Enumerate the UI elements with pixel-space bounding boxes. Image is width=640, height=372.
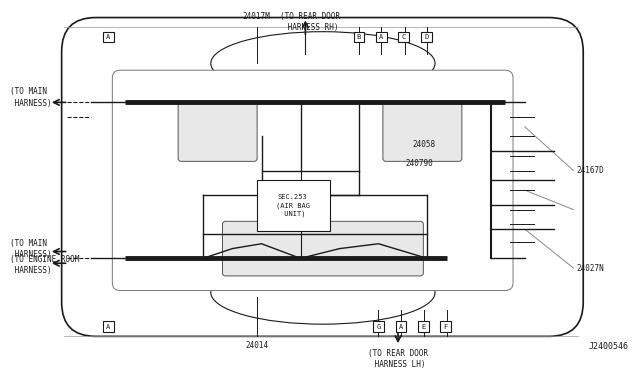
Text: (TO MAIN
 HARNESS): (TO MAIN HARNESS) (10, 238, 52, 259)
Text: SEC.253
(AIR BAG
 UNIT): SEC.253 (AIR BAG UNIT) (276, 194, 310, 217)
Ellipse shape (211, 32, 435, 95)
Text: A: A (399, 324, 403, 330)
Bar (354, 32, 364, 42)
Text: (TO REAR DOOR
 HARNESS RH): (TO REAR DOOR HARNESS RH) (280, 12, 340, 32)
Text: 24027N: 24027N (577, 264, 604, 273)
Text: J2400546: J2400546 (588, 342, 628, 351)
Text: 24058: 24058 (413, 140, 436, 149)
Bar (421, 32, 431, 42)
Ellipse shape (211, 261, 435, 324)
Bar (103, 321, 114, 332)
Text: (TO MAIN
 HARNESS): (TO MAIN HARNESS) (10, 87, 52, 108)
Text: F: F (444, 324, 448, 330)
Text: 24167D: 24167D (577, 166, 604, 175)
Text: 24017M: 24017M (243, 12, 271, 22)
Text: D: D (424, 34, 428, 40)
FancyBboxPatch shape (113, 70, 513, 291)
FancyBboxPatch shape (223, 221, 423, 276)
Text: (TO REAR DOOR
 HARNESS LH): (TO REAR DOOR HARNESS LH) (368, 349, 428, 369)
Text: A: A (380, 34, 383, 40)
Bar (399, 32, 409, 42)
Text: E: E (421, 324, 426, 330)
FancyBboxPatch shape (178, 102, 257, 161)
Text: B: B (357, 34, 361, 40)
Bar (257, 180, 330, 231)
Bar (396, 321, 406, 332)
Bar (418, 321, 429, 332)
Text: C: C (402, 34, 406, 40)
Bar (103, 32, 114, 42)
Text: A: A (106, 34, 111, 40)
Text: 240790: 240790 (406, 159, 433, 168)
Text: (TO ENGINE ROOM
 HARNESS): (TO ENGINE ROOM HARNESS) (10, 255, 79, 275)
Bar (373, 321, 384, 332)
FancyBboxPatch shape (383, 102, 462, 161)
Bar (440, 321, 451, 332)
Bar (376, 32, 387, 42)
Text: 24014: 24014 (245, 341, 268, 350)
Text: G: G (376, 324, 381, 330)
Text: A: A (106, 324, 111, 330)
PathPatch shape (61, 17, 583, 336)
